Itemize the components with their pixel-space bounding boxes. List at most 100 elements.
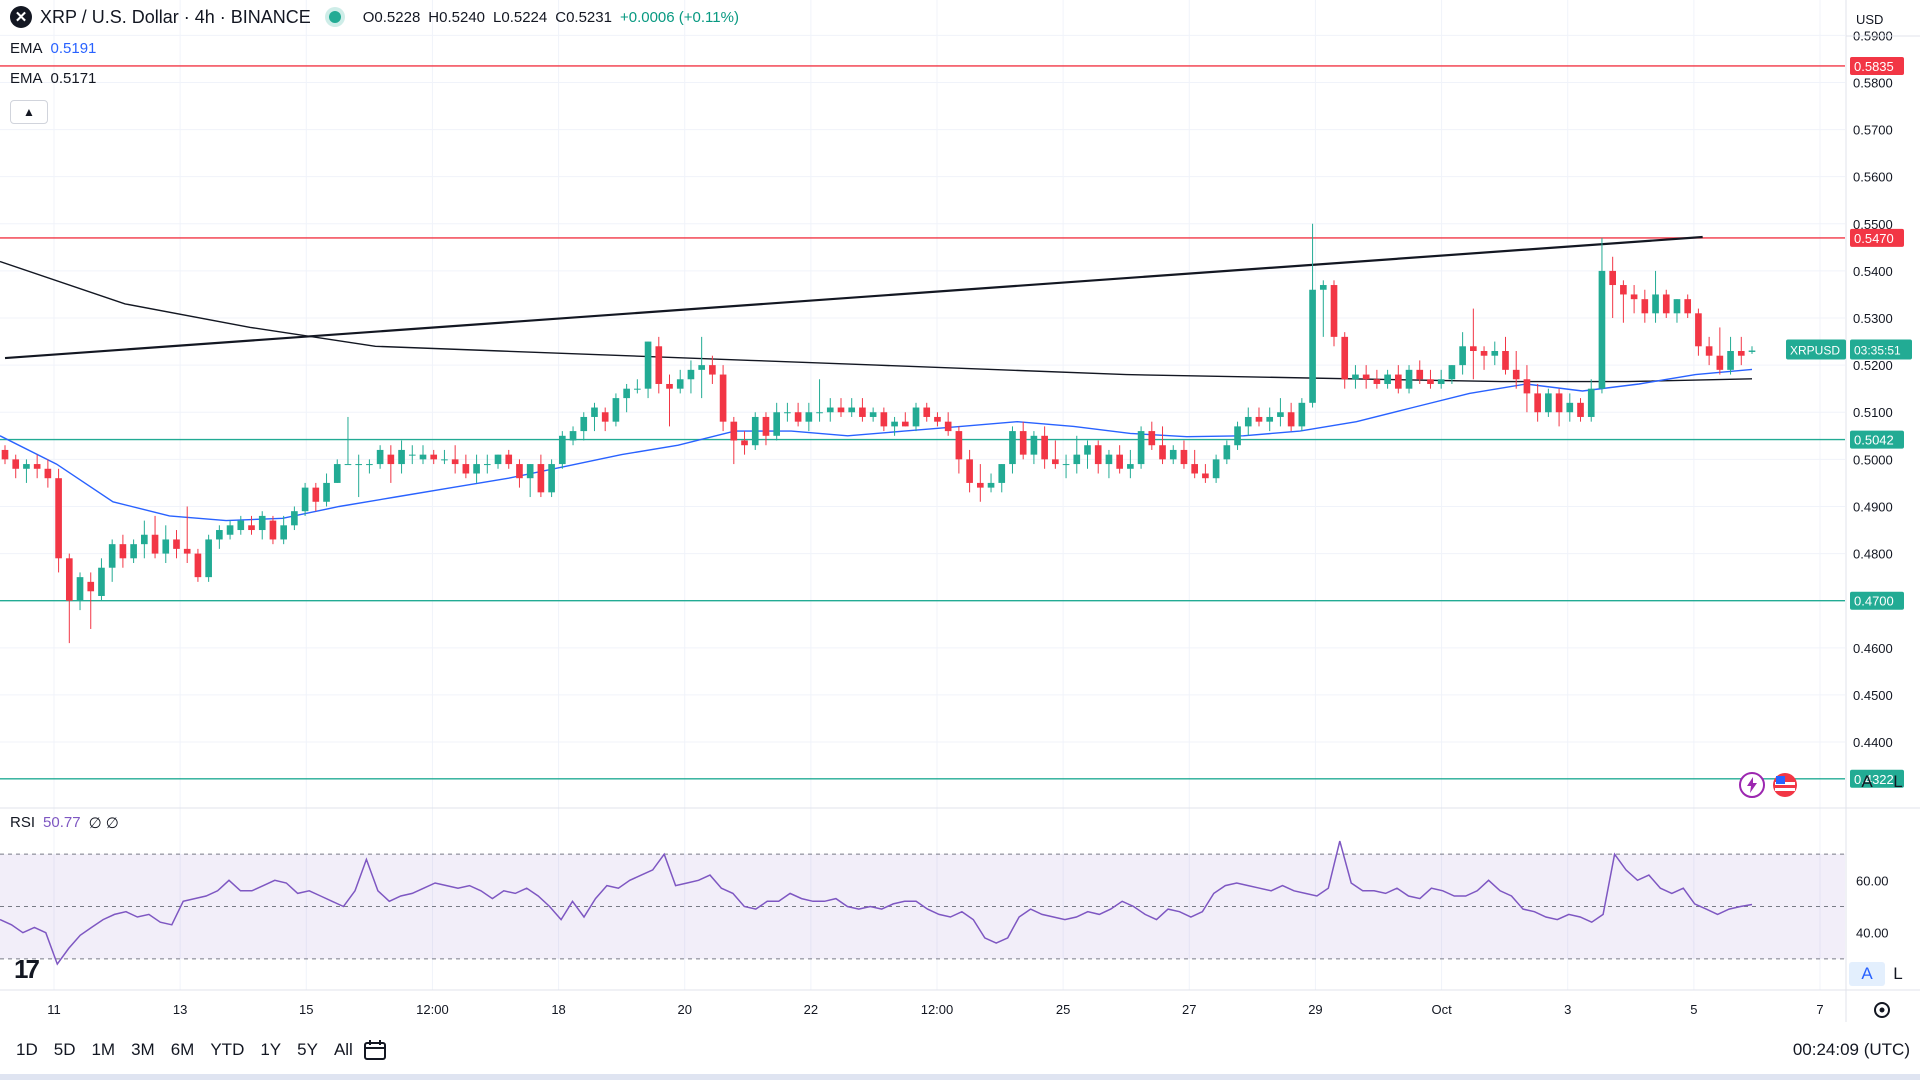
ohlc-close: C0.5231 [555, 8, 612, 26]
price-tick-label: 0.4400 [1853, 735, 1893, 750]
rsi-legend[interactable]: RSI 50.77 ∅ ∅ [10, 814, 119, 832]
lightning-icon[interactable] [1738, 771, 1766, 799]
candle-body [1019, 431, 1027, 455]
candle-body [698, 365, 705, 370]
candle-body [173, 539, 180, 549]
range-6m[interactable]: 6M [170, 1040, 195, 1059]
candle-body [108, 544, 116, 568]
candle [580, 412, 588, 441]
level-tag [1850, 56, 1904, 75]
candle-body [23, 464, 30, 469]
candle [1084, 440, 1091, 469]
candle-body [494, 454, 502, 465]
candle-body [151, 534, 159, 554]
candle [880, 407, 888, 432]
candle [98, 558, 105, 601]
range-ytd[interactable]: YTD [210, 1040, 245, 1059]
candle [1609, 256, 1616, 319]
candle-body [505, 454, 513, 465]
candle [676, 369, 684, 394]
price-tick-label: 0.5400 [1853, 264, 1893, 279]
range-all[interactable]: All [333, 1040, 353, 1059]
candle [901, 412, 909, 427]
candle [130, 539, 137, 564]
candle-body [1577, 402, 1584, 417]
candle [1212, 454, 1220, 483]
candle-body [1459, 346, 1466, 366]
candle [1470, 308, 1477, 380]
settings-icon[interactable] [1870, 998, 1894, 1022]
range-1m[interactable]: 1M [91, 1040, 116, 1059]
symbol-tag-label: XRPUSD [1790, 344, 1840, 358]
candle-body [1598, 270, 1606, 389]
candle [955, 426, 963, 474]
candle-body [666, 383, 673, 389]
auto-scale-button[interactable]: A [1861, 772, 1873, 791]
candle-body [1448, 365, 1456, 380]
candle-body [805, 412, 813, 422]
candle-body [1319, 285, 1327, 290]
candle [344, 416, 352, 466]
candle-body [1137, 431, 1145, 465]
candle-body [1470, 346, 1477, 351]
candle-body [751, 416, 759, 446]
candle-body [623, 388, 630, 399]
candle [430, 449, 438, 465]
candle-body [333, 464, 341, 483]
candle-body [730, 421, 738, 441]
candle [1437, 369, 1445, 389]
candle [483, 454, 491, 474]
candle-body [12, 459, 20, 469]
candle [1652, 270, 1659, 323]
tradingview-logo-icon[interactable]: 17 [14, 954, 40, 984]
time-tick-label: 3 [1564, 1002, 1571, 1017]
range-3m[interactable]: 3M [131, 1040, 155, 1059]
candle-body [1159, 445, 1166, 460]
us-flag-icon[interactable] [1771, 771, 1799, 799]
candle-body [1748, 350, 1756, 352]
indicator-ema-slow[interactable]: EMA 0.5171 [10, 70, 96, 87]
time-tick-label: 15 [299, 1002, 313, 1017]
collapse-icon[interactable]: ▲ [10, 100, 48, 124]
candle [966, 449, 973, 493]
candle-body [1427, 379, 1434, 384]
utc-clock[interactable]: 00:24:09 (UTC) [1792, 1040, 1910, 1059]
candle [1137, 426, 1145, 469]
rsi-auto-scale-button[interactable]: A [1849, 962, 1885, 986]
indicator-name: EMA [10, 70, 43, 87]
range-5y[interactable]: 5Y [297, 1040, 318, 1059]
candle-body [237, 520, 245, 531]
candle [194, 548, 202, 582]
candle [1684, 294, 1692, 319]
candle-body [33, 464, 41, 469]
indicator-ema-fast[interactable]: EMA 0.5191 [10, 40, 96, 57]
candle-body [323, 482, 330, 502]
candle-body [1362, 374, 1370, 380]
log-scale-button[interactable]: L [1893, 772, 1903, 791]
candle [1641, 289, 1649, 323]
candle [1202, 464, 1209, 483]
rsi-log-scale-button[interactable]: L [1893, 964, 1903, 983]
candle-body [1212, 459, 1220, 479]
candle-body [462, 464, 470, 474]
candle [1287, 402, 1295, 432]
candle-body [526, 464, 534, 479]
candle-body [141, 534, 148, 545]
candle-body [1202, 473, 1209, 479]
candle-body [912, 407, 920, 427]
candle [698, 336, 705, 399]
range-5d[interactable]: 5D [53, 1040, 76, 1059]
candle [44, 459, 52, 488]
candle [387, 445, 395, 483]
range-1y[interactable]: 1Y [260, 1040, 282, 1059]
rsi-tick-label: 60.00 [1856, 873, 1889, 888]
range-1d[interactable]: 1D [16, 1040, 38, 1059]
candle [1191, 449, 1198, 479]
candle-body [644, 341, 652, 389]
candle [451, 445, 459, 474]
symbol-title[interactable]: XRP / U.S. Dollar · 4h · BINANCE [40, 6, 311, 27]
calendar-range-icon[interactable] [362, 1038, 388, 1062]
time-tick-label: Oct [1431, 1002, 1452, 1017]
candle [205, 534, 212, 582]
